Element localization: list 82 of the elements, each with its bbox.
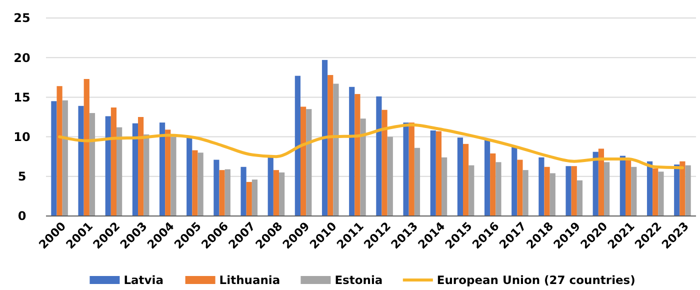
y-tick-label: 5 <box>18 170 26 184</box>
bar <box>240 166 246 216</box>
bar <box>685 165 691 216</box>
bar <box>116 127 122 216</box>
bar <box>306 109 312 216</box>
bar <box>360 118 366 216</box>
bar <box>214 160 220 216</box>
y-tick-label: 15 <box>14 90 30 104</box>
legend-label: Latvia <box>124 273 164 288</box>
y-tick-label: 20 <box>14 50 30 65</box>
bar <box>414 148 420 216</box>
bar <box>468 165 474 216</box>
bar <box>646 161 653 216</box>
y-tick-label: 10 <box>14 130 30 144</box>
bar <box>457 138 463 216</box>
bar <box>442 157 448 216</box>
bar <box>598 148 604 216</box>
bar <box>382 110 388 216</box>
bar <box>680 161 686 216</box>
bar <box>51 101 57 216</box>
bar <box>376 96 382 216</box>
bar <box>333 84 339 216</box>
bar <box>571 166 577 216</box>
bar <box>192 150 198 216</box>
legend-label: European Union (27 countries) <box>436 273 636 288</box>
bar <box>658 172 664 216</box>
bar <box>219 170 225 216</box>
bar <box>252 180 258 216</box>
bar <box>604 162 610 216</box>
bar <box>349 86 355 216</box>
bar <box>89 113 96 216</box>
bar <box>484 140 490 216</box>
bar <box>62 100 68 216</box>
bar <box>84 78 90 216</box>
bar <box>279 172 285 216</box>
bar <box>517 160 523 216</box>
bar <box>273 170 280 216</box>
y-tick-label: 0 <box>18 209 26 224</box>
bar <box>490 153 496 216</box>
bar <box>159 122 166 216</box>
bar <box>674 164 680 216</box>
legend-label: Estonia <box>334 273 383 288</box>
bar <box>138 117 144 216</box>
bar <box>462 144 469 216</box>
bar <box>224 169 230 216</box>
bar <box>631 166 637 216</box>
bar <box>144 134 150 216</box>
bar <box>625 160 632 216</box>
bar <box>246 182 252 216</box>
bar <box>522 170 528 216</box>
bar <box>105 116 111 216</box>
bar <box>592 152 598 216</box>
bar <box>170 136 176 216</box>
bar <box>550 173 556 216</box>
bar <box>430 130 436 216</box>
bar <box>132 123 138 216</box>
bar <box>436 131 442 216</box>
bar <box>496 162 502 216</box>
bar <box>512 147 518 216</box>
bar <box>354 94 360 216</box>
legend-label: Lithuania <box>219 273 280 288</box>
bar <box>322 60 328 216</box>
bar <box>294 76 300 216</box>
bar <box>408 122 414 216</box>
bar <box>328 75 334 216</box>
y-tick-label: 25 <box>14 11 30 26</box>
bar <box>403 122 409 216</box>
bar <box>620 156 626 216</box>
bar <box>110 107 117 216</box>
bar <box>198 152 204 216</box>
line-series <box>58 123 684 170</box>
bar <box>300 106 306 216</box>
bar <box>576 180 583 216</box>
bar <box>56 86 62 216</box>
bar <box>78 106 84 216</box>
bar <box>544 166 550 216</box>
bar <box>186 136 192 216</box>
bar <box>538 157 544 216</box>
bar <box>652 168 658 216</box>
bar <box>566 166 572 216</box>
bar <box>387 136 393 216</box>
bar <box>165 130 171 216</box>
